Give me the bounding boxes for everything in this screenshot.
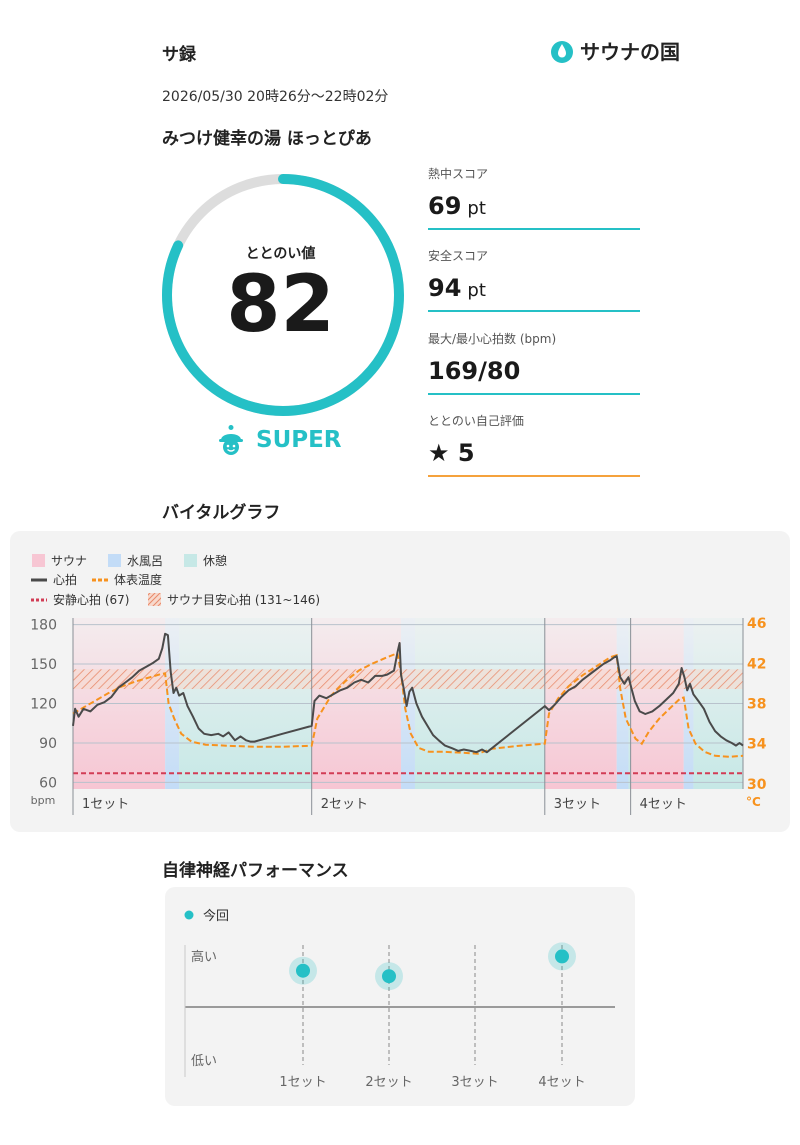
- legend-sauna: サウナ: [32, 552, 87, 569]
- heart-rate-range: 最大/最小心拍数 (bpm) 169/80: [428, 330, 640, 395]
- water-swatch: [108, 554, 121, 567]
- heart-rate-line: [72, 632, 744, 754]
- stat-label: 安全スコア: [428, 249, 489, 263]
- self-rating: ととのい自己評価 ★ 5: [428, 412, 640, 477]
- set-label-2: 2セット: [321, 797, 368, 812]
- brand-logo: サウナの国: [550, 36, 680, 65]
- stat-unit: pt: [467, 198, 486, 219]
- vital-graph-title: バイタルグラフ: [162, 503, 281, 523]
- ans-card: [165, 887, 635, 1106]
- divider: [428, 310, 640, 312]
- skin-temp-line: [72, 651, 744, 758]
- phase-bands: [73, 618, 743, 789]
- y-left-tick-90: 90: [39, 736, 57, 752]
- facility-name: みつけ健幸の湯 ほっとぴあ: [162, 129, 372, 149]
- category-label-2: 2セット: [365, 1075, 412, 1090]
- legend-heart-rate: 心拍: [31, 571, 77, 588]
- y-left-tick-120: 120: [30, 697, 57, 713]
- legend-label: サウナ: [51, 554, 88, 568]
- logo-text: サウナの国: [580, 40, 680, 64]
- category-label-1: 1セット: [279, 1075, 326, 1090]
- app-title: サ録: [162, 45, 196, 65]
- category-label-3: 3セット: [451, 1075, 498, 1090]
- heart-rate-value: 169/80: [428, 357, 521, 385]
- totonoi-value: 82: [226, 260, 335, 350]
- legend-label: 水風呂: [127, 554, 164, 568]
- legend-label: 体表温度: [114, 573, 163, 587]
- legend-rest: 休憩: [184, 552, 227, 569]
- rating-value: 5: [457, 439, 475, 467]
- y-left-unit: bpm: [31, 794, 56, 807]
- divider: [428, 475, 640, 477]
- stat-label: 最大/最小心拍数 (bpm): [428, 332, 557, 346]
- dotted-line-icon: [31, 598, 47, 601]
- dashed-line-icon: [92, 578, 108, 581]
- y-right-tick-46: 46: [747, 616, 766, 632]
- rest-swatch: [184, 554, 197, 567]
- legend-water: 水風呂: [108, 552, 163, 569]
- sauna-swatch: [32, 554, 45, 567]
- legend-label: 休憩: [203, 554, 228, 568]
- stat-unit: pt: [467, 280, 486, 301]
- category-label-4: 4セット: [538, 1075, 585, 1090]
- session-time: 2026/05/30 20時26分〜22時02分: [162, 89, 389, 105]
- hatch-swatch: [148, 593, 161, 606]
- point-1: [296, 963, 310, 978]
- totonoi-gauge: [162, 174, 404, 416]
- vital-chart: 1セット 2セット 3セット 4セット 60 90 120 150 180 bpm 30 34 38 42…: [30, 616, 767, 815]
- stat-label: 熱中スコア: [428, 167, 489, 181]
- gauge-label: ととのい値: [245, 246, 316, 262]
- y-left-tick-150: 150: [30, 657, 57, 673]
- legend-label: 今回: [203, 908, 229, 924]
- rank-text: SUPER: [256, 427, 342, 453]
- y-right-tick-30: 30: [747, 777, 767, 793]
- stat-label: ととのい自己評価: [428, 414, 524, 428]
- point-2: [382, 969, 396, 984]
- legend-dot: [184, 910, 194, 920]
- rank-badge: SUPER: [216, 424, 342, 456]
- target-hr-band: [73, 669, 743, 690]
- stat-value: 169/80: [428, 357, 640, 387]
- stat-value: 94 pt: [428, 274, 640, 304]
- set-label-1: 1セット: [82, 797, 129, 812]
- y-left-tick-180: 180: [30, 618, 57, 634]
- sauna-hat-icon: [219, 425, 243, 455]
- stat-value: ★ 5: [428, 439, 640, 469]
- divider: [428, 228, 640, 230]
- legend-label: 安静心拍 (67): [53, 593, 130, 607]
- set-label-4: 4セット: [640, 797, 687, 812]
- y-left-tick-60: 60: [39, 775, 57, 791]
- safety-score: 安全スコア 94 pt: [428, 247, 640, 312]
- water-drop-icon: [551, 40, 573, 63]
- divider: [428, 393, 640, 395]
- ans-title: 自律神経パフォーマンス: [162, 861, 349, 881]
- safety-score-value: 94: [428, 274, 462, 302]
- set-label-3: 3セット: [554, 797, 601, 812]
- legend-resting-hr: 安静心拍 (67): [31, 591, 129, 608]
- label-low: 低い: [191, 1054, 217, 1069]
- legend-target-hr: サウナ目安心拍 (131~146): [148, 591, 320, 608]
- y-right-tick-38: 38: [747, 697, 766, 713]
- stat-value: 69 pt: [428, 192, 640, 222]
- point-4: [555, 949, 569, 964]
- y-right-tick-34: 34: [747, 737, 767, 753]
- y-right-unit: °C: [746, 795, 761, 809]
- y-right-tick-42: 42: [747, 656, 766, 672]
- gauge-progress: [162, 174, 404, 416]
- legend-label: 心拍: [53, 573, 78, 587]
- solid-line-icon: [31, 578, 47, 581]
- star-icon: ★: [428, 439, 450, 467]
- legend-skin-temp: 体表温度: [92, 571, 162, 588]
- legend-label: サウナ目安心拍 (131~146): [167, 593, 321, 607]
- label-high: 高い: [191, 949, 217, 965]
- heat-score-value: 69: [428, 192, 462, 220]
- heat-score: 熱中スコア 69 pt: [428, 165, 640, 230]
